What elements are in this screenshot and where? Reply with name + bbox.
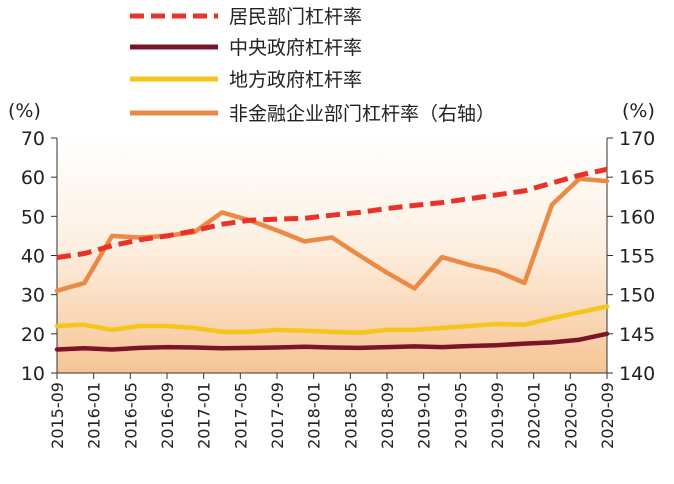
left-axis-ticks: 10 20 30 40 50 60 70 — [21, 128, 57, 385]
left-axis-unit: (%) — [8, 100, 41, 122]
x-tick-label: 2019-01 — [415, 382, 434, 449]
x-tick-label: 2017-05 — [231, 382, 250, 449]
x-tick-label: 2016-09 — [158, 382, 177, 449]
left-tick-label: 10 — [21, 363, 45, 385]
x-tick-label: 2019-05 — [451, 382, 470, 449]
legend: 居民部门杠杆率 中央政府杠杆率 地方政府杠杆率 非金融企业部门杠杆率（右轴） — [130, 6, 495, 125]
plot-area — [57, 138, 607, 373]
x-axis-ticks: 2015-09 2016-01 2016-05 2016-09 2017-01 2017-… — [48, 373, 617, 449]
right-tick-label: 150 — [619, 285, 655, 307]
series-local-gov-line — [54, 304, 610, 335]
right-tick-label: 165 — [619, 167, 655, 189]
x-tick-label: 2018-05 — [341, 382, 360, 449]
series-household-line — [56, 166, 608, 260]
left-tick-label: 60 — [21, 167, 45, 189]
left-tick-label: 50 — [21, 206, 45, 228]
right-tick-label: 155 — [619, 246, 655, 268]
x-tick-label: 2015-09 — [48, 382, 67, 449]
legend-label-household: 居民部门杠杆率 — [229, 6, 362, 28]
right-tick-label: 160 — [619, 206, 655, 228]
left-tick-label: 40 — [21, 246, 45, 268]
series-lines — [54, 166, 610, 352]
right-tick-label: 140 — [619, 363, 655, 385]
right-axis-ticks: 140 145 150 155 160 165 170 — [607, 128, 655, 385]
left-tick-label: 70 — [21, 128, 45, 150]
left-tick-label: 20 — [21, 324, 45, 346]
x-tick-label: 2016-01 — [85, 382, 104, 449]
x-tick-label: 2017-01 — [195, 382, 214, 449]
legend-label-central-gov: 中央政府杠杆率 — [229, 37, 362, 59]
x-tick-label: 2020-09 — [598, 382, 617, 449]
x-tick-label: 2017-09 — [268, 382, 287, 449]
legend-label-local-gov: 地方政府杠杆率 — [229, 69, 362, 91]
right-tick-label: 170 — [619, 128, 655, 150]
x-tick-label: 2019-09 — [488, 382, 507, 449]
x-tick-label: 2018-01 — [305, 382, 324, 449]
legend-label-corporate: 非金融企业部门杠杆率（右轴） — [229, 103, 495, 125]
x-tick-label: 2020-05 — [561, 382, 580, 449]
right-tick-label: 145 — [619, 324, 655, 346]
x-tick-label: 2016-05 — [121, 382, 140, 449]
x-tick-label: 2020-01 — [525, 382, 544, 449]
x-tick-label: 2018-09 — [378, 382, 397, 449]
series-central-gov-line — [54, 331, 610, 352]
right-axis-unit: (%) — [622, 100, 655, 122]
left-tick-label: 30 — [21, 285, 45, 307]
